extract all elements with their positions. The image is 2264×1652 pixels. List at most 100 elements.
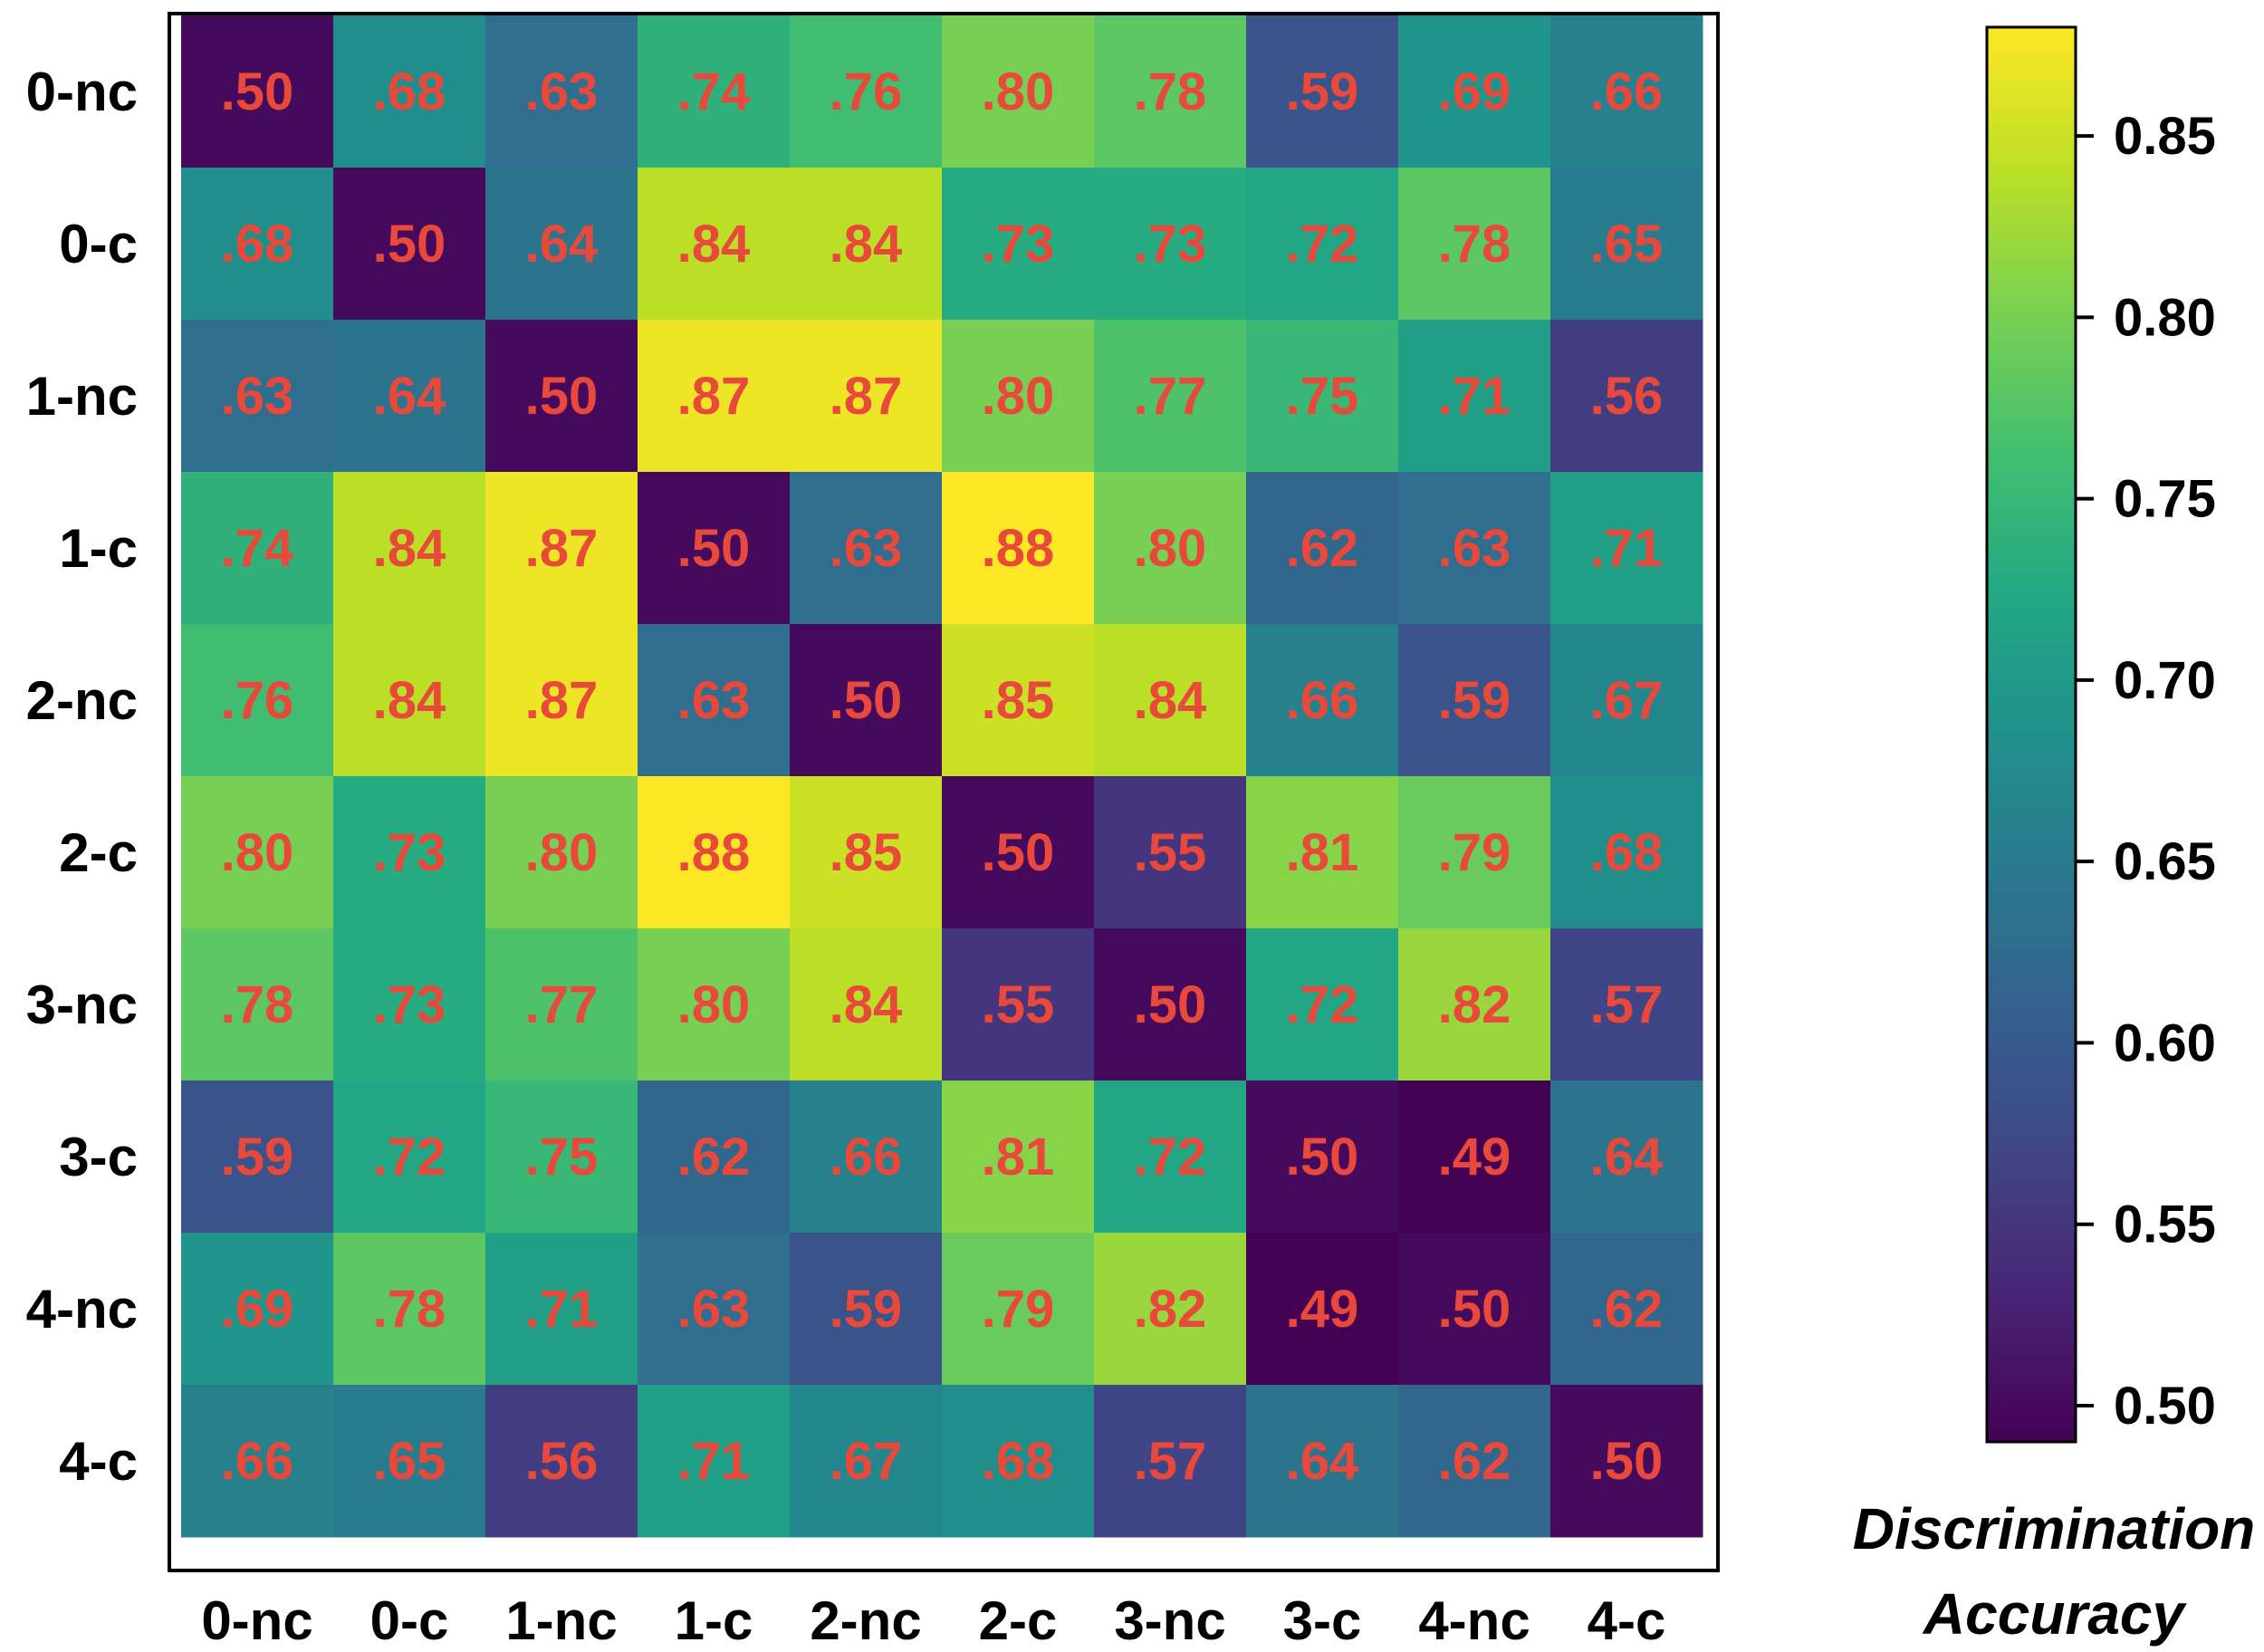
- heatmap-cell: [1246, 320, 1399, 473]
- heatmap-cell: [942, 928, 1095, 1081]
- heatmap-cell: [181, 776, 334, 929]
- cell-value-label: .75: [525, 1128, 599, 1186]
- cell-value-label: .68: [1590, 823, 1664, 882]
- heatmap-cell: [333, 624, 486, 777]
- heatmap-cells: [181, 15, 1703, 1538]
- cell-value-label: .81: [982, 1128, 1055, 1186]
- heatmap-cell: [1246, 928, 1399, 1081]
- cell-value-label: .80: [525, 823, 599, 882]
- cell-value-label: .62: [1286, 519, 1359, 578]
- cell-value-label: .50: [373, 215, 446, 274]
- cell-value-label: .56: [1590, 367, 1664, 426]
- heatmap-cell: [942, 15, 1095, 168]
- cell-value-label: .75: [1286, 367, 1359, 426]
- cell-value-label: .87: [677, 367, 751, 426]
- heatmap-cell: [1550, 624, 1703, 777]
- plot-frame: [168, 12, 1720, 1572]
- heatmap-cell: [1550, 15, 1703, 168]
- cell-value-label: .84: [677, 215, 751, 274]
- heatmap-cell: [1398, 168, 1551, 321]
- cell-value-label: .80: [982, 62, 1055, 121]
- x-tick-label: 2-nc: [810, 1590, 921, 1651]
- cell-value-label: .68: [982, 1432, 1055, 1491]
- cell-value-label: .71: [677, 1432, 751, 1491]
- cell-value-label: .84: [830, 975, 903, 1034]
- x-tick-label: 1-nc: [505, 1590, 617, 1651]
- heatmap-cell: [485, 928, 638, 1081]
- heatmap-cell: [181, 168, 334, 321]
- heatmap-cell: [790, 928, 943, 1081]
- heatmap-cell: [942, 776, 1095, 929]
- cell-value-label: .88: [677, 823, 751, 882]
- cell-value-label: .59: [830, 1280, 903, 1339]
- heatmap-cell: [485, 776, 638, 929]
- heatmap-cell: [485, 15, 638, 168]
- y-tick-label: 4-c: [59, 1431, 138, 1492]
- heatmap-cell: [333, 1233, 486, 1386]
- heatmap-cell: [1094, 15, 1247, 168]
- colorbar-tick-label: 0.70: [2114, 651, 2216, 710]
- heatmap-cell: [1246, 15, 1399, 168]
- heatmap-cell: [333, 168, 486, 321]
- cell-value-label: .73: [373, 975, 446, 1034]
- cell-value-label: .55: [982, 975, 1055, 1034]
- cell-value-label: .65: [1590, 215, 1664, 274]
- heatmap-cell: [638, 776, 791, 929]
- cell-value-label: .50: [525, 367, 599, 426]
- x-axis-tick-labels: 0-nc 0-c 1-nc 1-c 2-nc 2-c 3-nc 3-c 4-nc 4-c: [201, 1590, 1665, 1651]
- heatmap-cell: [485, 320, 638, 473]
- cell-value-label: .66: [221, 1432, 294, 1491]
- cell-value-label: .55: [1134, 823, 1207, 882]
- x-tick-label: 0-nc: [201, 1590, 312, 1651]
- heatmap-cell: [1550, 928, 1703, 1081]
- heatmap-cell: [942, 1233, 1095, 1386]
- heatmap-cell: [790, 168, 943, 321]
- heatmap-cell: [1398, 472, 1551, 625]
- y-tick-label: 2-nc: [26, 670, 138, 731]
- cell-value-label: .65: [373, 1432, 446, 1491]
- cell-value-label: .62: [1590, 1280, 1664, 1339]
- heatmap-cell: [1246, 472, 1399, 625]
- y-axis-tick-labels: 0-nc 0-c 1-nc 1-c 2-nc 2-c 3-nc 3-c 4-nc 4-c: [26, 62, 138, 1492]
- cell-value-label: .80: [1134, 519, 1207, 578]
- y-tick-label: 1-nc: [26, 366, 138, 427]
- cell-value-label: .64: [1590, 1128, 1664, 1186]
- heatmap-cell: [1246, 1233, 1399, 1386]
- heatmap-cell: [790, 624, 943, 777]
- heatmap-cell: [181, 624, 334, 777]
- heatmap-cell: [1398, 1385, 1551, 1538]
- heatmap-cell: [1398, 1081, 1551, 1234]
- heatmap-cell: [485, 624, 638, 777]
- cell-value-label: .56: [525, 1432, 599, 1491]
- heatmap-cell: [181, 928, 334, 1081]
- cell-value-label: .59: [221, 1128, 294, 1186]
- heatmap-cell: [1246, 1385, 1399, 1538]
- colorbar-ticks: 0.50 0.55 0.60 0.65 0.70 0.75 0.80 0.85: [2076, 107, 2216, 1436]
- heatmap-cell: [942, 624, 1095, 777]
- cell-value-label: .57: [1590, 975, 1664, 1034]
- cell-value-label: .72: [1286, 975, 1359, 1034]
- heatmap-cell: [1550, 776, 1703, 929]
- x-tick-label: 4-nc: [1418, 1590, 1530, 1651]
- heatmap-cell: [485, 472, 638, 625]
- heatmap-cell: [638, 320, 791, 473]
- heatmap-cell: [1550, 320, 1703, 473]
- cell-value-label: .85: [982, 671, 1055, 730]
- y-tick-label: 1-c: [59, 518, 138, 579]
- colorbar-tick-label: 0.65: [2114, 832, 2216, 891]
- cell-value-label: .63: [830, 519, 903, 578]
- cell-value-label: .84: [373, 519, 446, 578]
- y-tick-label: 3-c: [59, 1127, 138, 1187]
- x-tick-label: 3-c: [1283, 1590, 1362, 1651]
- heatmap-cell: [333, 776, 486, 929]
- heatmap-cell: [790, 15, 943, 168]
- cell-value-label: .62: [677, 1128, 751, 1186]
- cell-value-label: .66: [1286, 671, 1359, 730]
- cell-value-label: .84: [1134, 671, 1207, 730]
- x-tick-label: 2-c: [979, 1590, 1058, 1651]
- heatmap-cell: [1398, 15, 1551, 168]
- heatmap-cell: [942, 168, 1095, 321]
- heatmap-cell: [638, 1385, 791, 1538]
- cell-value-label: .73: [373, 823, 446, 882]
